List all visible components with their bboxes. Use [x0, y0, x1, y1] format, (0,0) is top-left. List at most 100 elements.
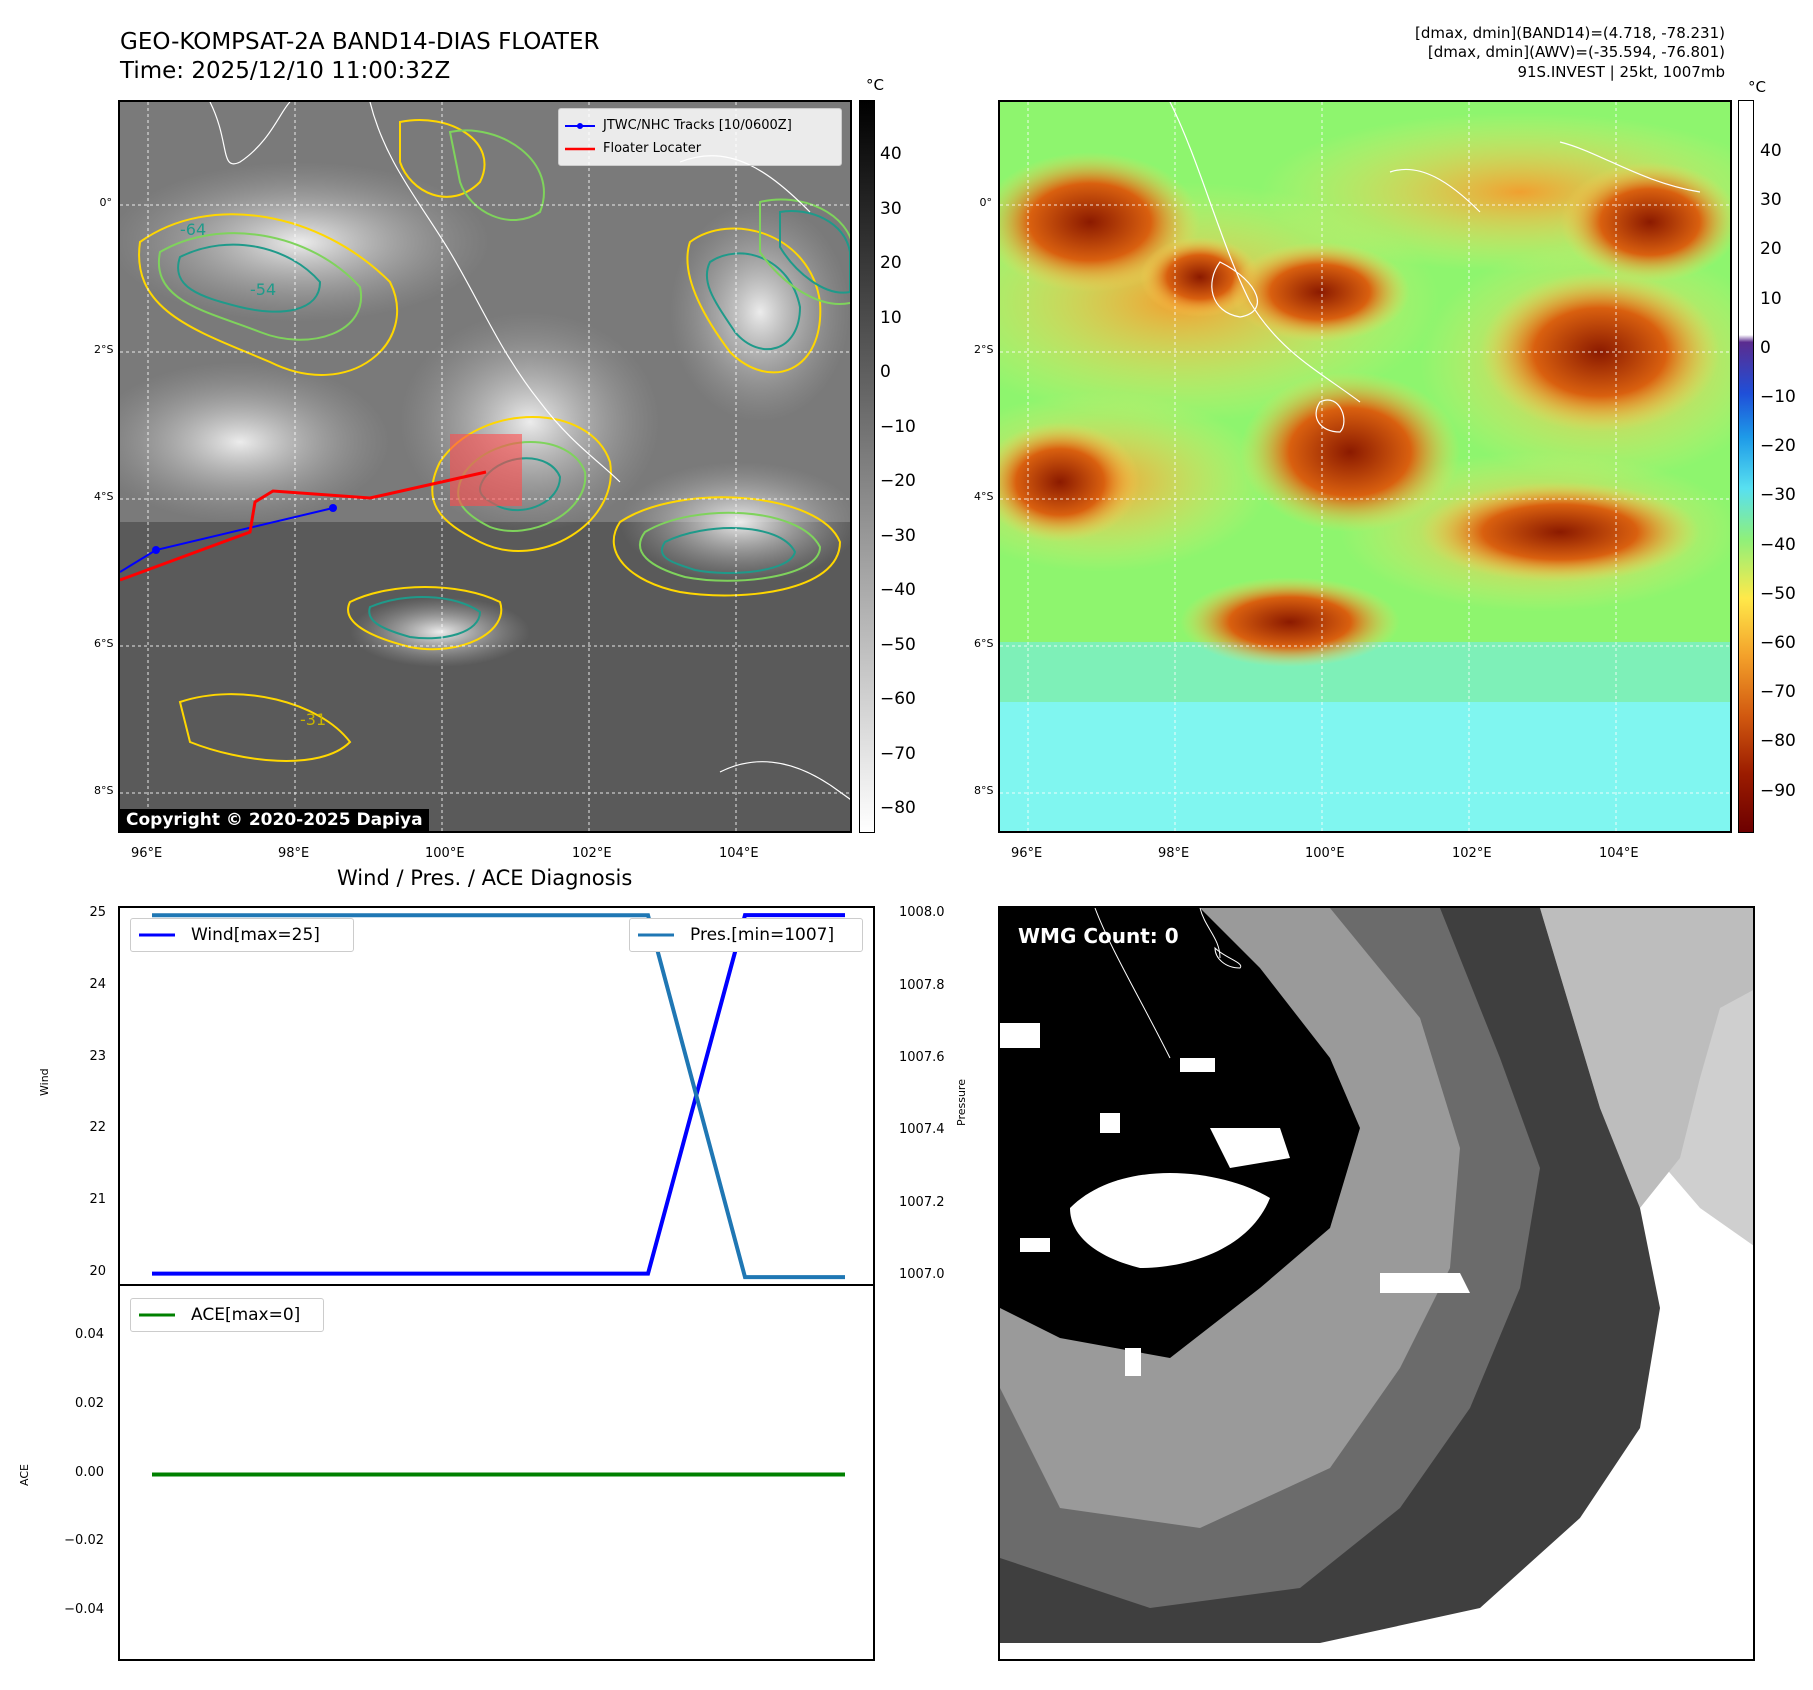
- awv-colorbar-tick: −10: [1760, 387, 1796, 407]
- ace-tick: 0.04: [75, 1327, 104, 1343]
- lon-label: 96°E: [1011, 846, 1043, 861]
- ir-satellite-map: -64 -54 -31 JTWC/NHC Tracks [10/0600Z] F…: [118, 100, 852, 833]
- awv-colorbar-tick: 30: [1760, 190, 1782, 211]
- awv-range: [dmax, dmin](AWV)=(-35.594, -76.801): [1427, 43, 1725, 61]
- ir-colorbar-tick: 30: [880, 198, 902, 219]
- lon-label: 104°E: [719, 846, 759, 861]
- pressure-tick: 1007.6: [899, 1050, 945, 1065]
- wind-tick: 25: [89, 905, 106, 921]
- wind-tick: 23: [89, 1048, 106, 1064]
- awv-colorbar-tick: 0: [1760, 337, 1771, 358]
- lon-label: 102°E: [1452, 846, 1492, 861]
- figure-time: Time: 2025/12/10 11:00:32Z: [120, 58, 451, 84]
- ir-colorbar: [859, 100, 875, 833]
- awv-colorbar-tick: −50: [1760, 583, 1796, 604]
- lon-label: 100°E: [1305, 846, 1345, 861]
- wmg-map: WMG Count: 0: [998, 906, 1755, 1661]
- legend-swatches: [565, 123, 595, 151]
- pressure-tick: 1007.0: [899, 1267, 945, 1283]
- pressure-axis-label: Pressure: [955, 1079, 968, 1126]
- wmg-count-label: WMG Count: 0: [1018, 924, 1179, 948]
- lat-label: 0°: [99, 196, 113, 209]
- lat-label: 0°: [979, 196, 993, 209]
- lat-label: 6°S: [94, 637, 114, 650]
- figure-title: GEO-KOMPSAT-2A BAND14-DIAS FLOATER: [120, 29, 600, 55]
- lat-label: 4°S: [94, 490, 114, 503]
- ir-colorbar-tick: 40: [880, 144, 902, 164]
- ir-colorbar-tick: 20: [880, 253, 902, 273]
- ir-colorbar-tick: −10: [880, 416, 916, 437]
- ace-legend: ACE[max=0]: [130, 1298, 324, 1332]
- awv-map: [998, 100, 1732, 833]
- lat-label: 2°S: [974, 343, 994, 356]
- storm-info: 91S.INVEST | 25kt, 1007mb: [1517, 63, 1725, 81]
- pressure-tick: 1007.2: [899, 1194, 945, 1210]
- legend-floater: Floater Locater: [603, 141, 702, 156]
- wind-legend: Wind[max=25]: [130, 918, 354, 952]
- ace-axis-label: ACE: [18, 1464, 31, 1486]
- ir-colorbar-tick: 10: [880, 307, 902, 328]
- lon-label: 102°E: [572, 846, 612, 861]
- awv-map-canvas: [1000, 102, 1730, 831]
- wmg-canvas: [1000, 908, 1753, 1659]
- lat-label: 4°S: [974, 490, 994, 503]
- wind-tick: 24: [89, 976, 106, 992]
- lat-label: 8°S: [94, 784, 114, 797]
- lon-label: 96°E: [131, 846, 163, 861]
- ir-colorbar-tick: −50: [880, 634, 916, 655]
- pres-legend: Pres.[min=1007]: [629, 918, 863, 952]
- awv-colorbar-tick: −70: [1760, 682, 1796, 703]
- awv-colorbar-unit: °C: [1748, 78, 1766, 96]
- awv-colorbar-tick: 40: [1760, 141, 1782, 161]
- awv-colorbar: [1738, 100, 1754, 833]
- contour-label: -54: [250, 280, 277, 299]
- wind-pres-plot: [152, 913, 845, 1280]
- ace-tick: −0.04: [64, 1601, 104, 1617]
- ir-legend: JTWC/NHC Tracks [10/0600Z] Floater Locat…: [558, 108, 842, 166]
- lat-label: 6°S: [974, 637, 994, 650]
- wind-tick: 20: [89, 1263, 106, 1279]
- lon-label: 100°E: [425, 846, 465, 861]
- lat-label: 2°S: [94, 343, 114, 356]
- pressure-tick: 1007.8: [899, 977, 945, 993]
- pressure-tick: 1008.0: [899, 905, 945, 921]
- ir-colorbar-tick: −40: [880, 580, 916, 600]
- awv-colorbar-tick: −40: [1760, 534, 1796, 555]
- awv-colorbar-tick: 10: [1760, 288, 1782, 309]
- lat-label: 8°S: [974, 784, 994, 797]
- contour-label: -64: [180, 220, 207, 239]
- awv-colorbar-tick: 20: [1760, 239, 1782, 260]
- lon-label: 98°E: [278, 846, 310, 861]
- wind-series-line: [152, 913, 845, 1276]
- ace-tick: 0.02: [75, 1395, 104, 1411]
- ir-colorbar-tick: −70: [880, 743, 916, 764]
- pressure-tick: 1007.4: [899, 1122, 945, 1138]
- awv-colorbar-tick: −90: [1760, 780, 1796, 801]
- ace-tick: 0.00: [75, 1464, 104, 1480]
- legend-jtwc: JTWC/NHC Tracks [10/0600Z]: [603, 118, 792, 133]
- ir-colorbar-tick: −20: [880, 471, 916, 491]
- ir-colorbar-tick: −60: [880, 689, 916, 709]
- ace-plot: [152, 1472, 845, 1477]
- wind-pres-chart: Wind[max=25] Pres.[min=1007]: [118, 906, 875, 1286]
- ir-colorbar-tick: −30: [880, 525, 916, 546]
- copyright-badge: Copyright © 2020-2025 Dapiya: [120, 809, 429, 831]
- awv-colorbar-tick: −20: [1760, 436, 1796, 457]
- wind-tick: 22: [89, 1120, 106, 1136]
- ace-chart: ACE[max=0]: [118, 1284, 875, 1661]
- ir-map-canvas: [120, 102, 850, 831]
- band14-range: [dmax, dmin](BAND14)=(4.718, -78.231): [1414, 24, 1725, 42]
- wind-legend-label: Wind[max=25]: [191, 925, 320, 945]
- ace-legend-label: ACE[max=0]: [191, 1305, 301, 1325]
- ir-colorbar-unit: °C: [866, 76, 884, 94]
- ir-colorbar-tick: −80: [880, 798, 916, 818]
- pres-legend-label: Pres.[min=1007]: [690, 925, 835, 945]
- wind-axis-label: Wind: [38, 1068, 51, 1096]
- ace-legend-swatch: [139, 1313, 175, 1317]
- lon-label: 104°E: [1599, 846, 1639, 861]
- diag-title: Wind / Pres. / ACE Diagnosis: [337, 866, 633, 890]
- wind-tick: 21: [89, 1191, 106, 1207]
- contour-label: -31: [300, 710, 327, 729]
- wind-legend-swatch: [139, 933, 175, 937]
- ace-tick: −0.02: [64, 1533, 104, 1549]
